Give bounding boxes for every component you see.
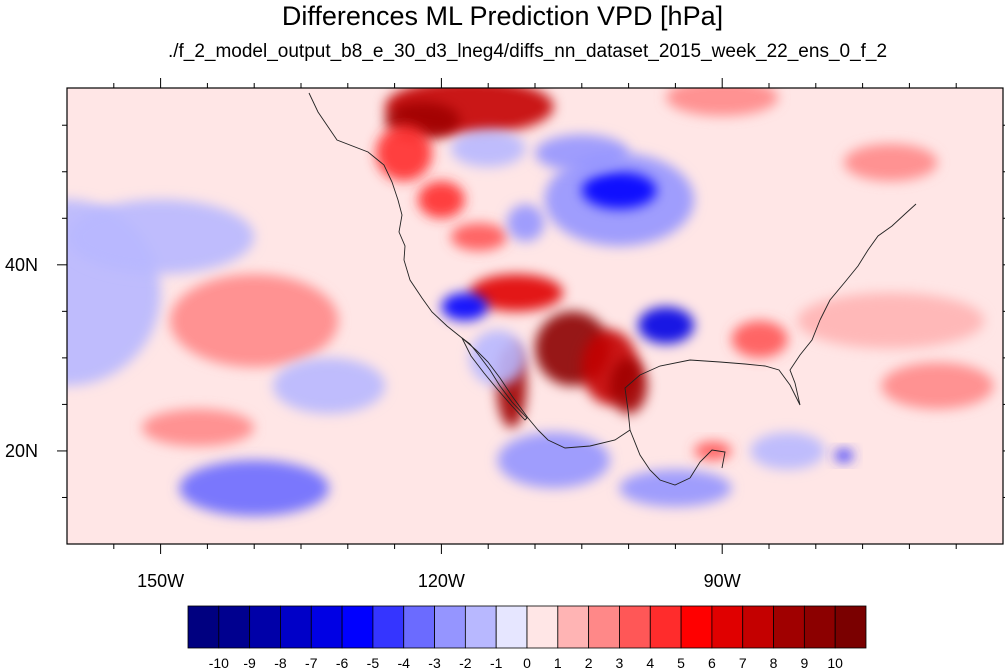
anomaly-region	[469, 329, 526, 386]
colorbar-swatch	[803, 605, 836, 649]
anomaly-region	[169, 274, 339, 368]
colorbar-label: 4	[646, 655, 655, 671]
latitude-label: 40N	[4, 254, 38, 275]
colorbar-label: -9	[243, 655, 256, 671]
colorbar-label: 0	[523, 655, 531, 671]
colorbar-swatch	[773, 605, 805, 649]
map-frame	[66, 87, 1004, 545]
colorbar-swatch	[557, 605, 590, 649]
map-outlines	[308, 92, 917, 486]
coastline-east	[819, 203, 917, 321]
colorbar-swatch	[372, 605, 405, 649]
baja-peninsula	[461, 337, 528, 421]
anomaly-region	[731, 320, 788, 358]
anomaly-region	[506, 204, 545, 242]
anomaly-region	[834, 449, 854, 463]
colorbar-swatch	[403, 605, 435, 649]
anomaly-region	[694, 441, 732, 461]
anomaly-region	[619, 469, 732, 507]
colorbar-swatch	[711, 605, 744, 649]
colorbar-swatch	[310, 605, 343, 649]
longitude-label: 120W	[417, 571, 465, 591]
colorbar-label: -7	[305, 655, 318, 671]
anomaly-region	[375, 125, 433, 182]
gulf-coast	[537, 319, 821, 449]
anomaly-region	[141, 409, 255, 447]
anomaly-region	[666, 88, 779, 116]
colorbar-label: -1	[489, 655, 503, 671]
anomaly-region	[67, 199, 255, 275]
colorbar-swatch	[495, 605, 528, 649]
longitude-label: 90W	[703, 571, 741, 591]
anomaly-region	[843, 143, 938, 182]
colorbar-swatch	[588, 605, 620, 649]
colorbar-swatch	[680, 605, 713, 649]
colorbar-swatch	[619, 605, 651, 649]
colorbar-label: 7	[738, 655, 747, 671]
colorbar-label: 2	[584, 655, 593, 671]
colorbar-swatch	[649, 605, 682, 649]
anomaly-region	[797, 292, 985, 349]
colorbar-swatch	[249, 605, 281, 649]
axis-ticks	[57, 78, 1005, 554]
anomaly-region	[881, 362, 994, 410]
colorbar-swatch	[341, 605, 374, 649]
colorbar-label: 1	[553, 655, 562, 671]
anomaly-region	[497, 432, 610, 489]
anomaly-region	[469, 274, 564, 312]
colorbar-swatch	[187, 605, 220, 649]
colorbar-label: 8	[769, 655, 778, 671]
latitude-label: 20N	[4, 440, 38, 461]
colorbar	[187, 605, 867, 649]
anomaly-region	[441, 292, 489, 321]
anomaly-region	[581, 171, 657, 209]
anomaly-region	[272, 357, 386, 414]
colorbar-swatch	[434, 605, 466, 649]
colorbar-swatch	[742, 605, 774, 649]
yucatan	[689, 449, 726, 479]
anomaly-region	[637, 306, 695, 344]
anomaly-region	[535, 134, 629, 172]
colorbar-swatch	[464, 605, 497, 649]
colorbar-swatch	[526, 605, 559, 649]
colorbar-swatch	[280, 605, 312, 649]
anomaly-field	[67, 88, 994, 517]
colorbar-label: -2	[459, 655, 472, 671]
anomaly-region	[450, 222, 507, 251]
colorbar-label: -8	[274, 655, 287, 671]
colorbar-label: -4	[397, 655, 410, 671]
longitude-label: 150W	[137, 571, 185, 591]
central-america	[629, 429, 691, 486]
map-subtitle: ./f_2_model_output_b8_e_30_d3_lneg4/diff…	[167, 41, 888, 62]
anomaly-region	[418, 181, 465, 219]
colorbar-label: -10	[208, 655, 229, 671]
colorbar-swatch	[218, 605, 251, 649]
colorbar-label: 9	[800, 655, 809, 671]
colorbar-label: -3	[428, 655, 441, 671]
coastline-west	[308, 92, 539, 431]
colorbar-label: 3	[615, 655, 624, 671]
map-title: Differences ML Prediction VPD [hPa]	[281, 1, 724, 31]
anomaly-region	[750, 432, 826, 470]
colorbar-label: -6	[335, 655, 349, 671]
colorbar-label: 5	[677, 655, 685, 671]
colorbar-label: 10	[827, 655, 843, 671]
colorbar-label: -5	[366, 655, 380, 671]
colorbar-swatch	[834, 605, 867, 649]
anomaly-region	[179, 460, 330, 517]
anomaly-region	[450, 129, 526, 168]
colorbar-label: 6	[708, 655, 716, 671]
anomaly-region	[609, 357, 648, 414]
